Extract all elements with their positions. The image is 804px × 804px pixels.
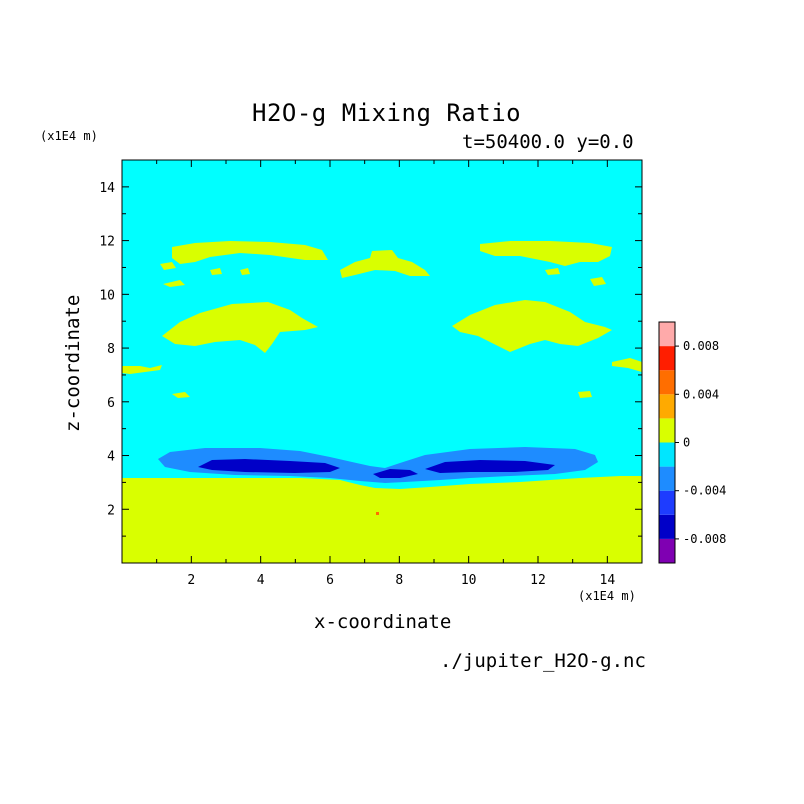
y-axis-units: (x1E4 m) [40, 129, 98, 143]
contour-upper-left-1 [172, 241, 328, 264]
colorbar-swatch [659, 322, 675, 347]
colorbar-swatch [659, 370, 675, 395]
y-tick-label: 6 [107, 396, 115, 411]
contour-core-mid [373, 469, 418, 478]
contour-small-left [172, 392, 190, 398]
source-file-label: ./jupiter_H2O-g.nc [440, 650, 646, 672]
contour-upper-right-3 [590, 277, 606, 286]
contour-upper-left-4 [163, 280, 185, 287]
y-tick-label: 12 [99, 235, 115, 250]
colorbar-swatch [659, 418, 675, 443]
colorbar-swatch [659, 514, 675, 539]
y-tick-label: 10 [99, 288, 115, 303]
contour-band-light-blue [158, 447, 598, 483]
contour-upper-left-5 [240, 268, 250, 275]
contour-upper-left-3 [210, 268, 222, 275]
contour-lower-layer [122, 476, 642, 563]
x-tick-label: 10 [461, 573, 477, 588]
colorbar-swatch [659, 394, 675, 419]
x-tick-label: 4 [257, 573, 265, 588]
contour-left-edge [122, 365, 162, 374]
colorbar-tick-label: -0.008 [683, 532, 726, 546]
contour-right-edge [612, 358, 642, 372]
x-tick-label: 14 [600, 573, 616, 588]
y-tick-label: 4 [107, 450, 115, 465]
x-tick-label: 6 [326, 573, 334, 588]
contour-field [122, 160, 642, 563]
colorbar-swatch [659, 346, 675, 371]
x-axis-label: x-coordinate [314, 611, 452, 633]
x-axis: 2 4 6 8 10 12 14 [156, 160, 616, 588]
y-tick-label: 8 [107, 342, 115, 357]
contour-speck [376, 512, 379, 515]
contour-core-left [198, 459, 340, 473]
colorbar-swatch [659, 538, 675, 563]
colorbar-tick-label: -0.004 [683, 484, 726, 498]
x-tick-label: 8 [395, 573, 403, 588]
colorbar-tick-label: 0.004 [683, 387, 719, 401]
y-axis: 2 4 6 8 10 12 14 [99, 181, 642, 537]
x-axis-units: (x1E4 m) [578, 589, 636, 603]
colorbar: 0.008 0.004 0 -0.004 -0.008 [658, 321, 726, 564]
contour-mid-left [162, 302, 318, 353]
contour-upper-right-2 [545, 268, 560, 275]
contour-small-right [578, 391, 592, 398]
plot-frame [121, 159, 643, 564]
contour-core-right [425, 460, 555, 473]
colorbar-tick-label: 0.008 [683, 339, 719, 353]
x-tick-label: 2 [187, 573, 195, 588]
colorbar-swatch [659, 466, 675, 491]
chart-title: H2O-g Mixing Ratio [252, 99, 522, 127]
contour-upper-left-2 [160, 262, 176, 270]
contour-upper-right-1 [480, 241, 612, 266]
colorbar-swatch [659, 442, 675, 467]
colorbar-tick-label: 0 [683, 436, 690, 450]
contour-upper-mid [340, 250, 430, 278]
y-tick-label: 2 [107, 503, 115, 518]
colorbar-swatch [659, 490, 675, 515]
chart-subtitle: t=50400.0 y=0.0 [462, 131, 634, 153]
contour-mid-right [452, 300, 612, 352]
y-tick-label: 14 [99, 181, 115, 196]
x-tick-label: 12 [530, 573, 546, 588]
